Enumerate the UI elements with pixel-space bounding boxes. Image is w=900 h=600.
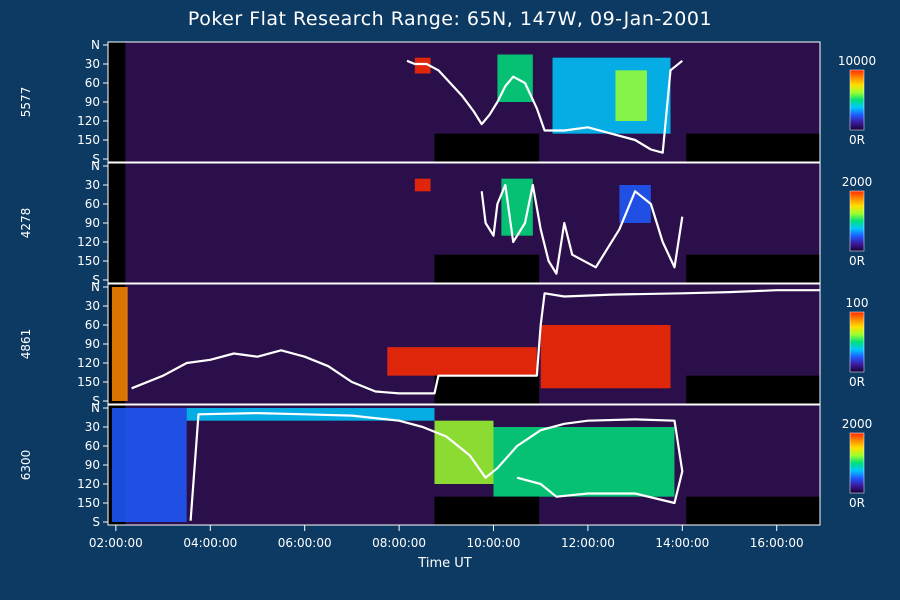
y-tick-label: 60 bbox=[85, 318, 100, 332]
emission-region bbox=[387, 347, 537, 376]
y-tick-label: 120 bbox=[77, 235, 100, 249]
y-tick-label: 60 bbox=[85, 76, 100, 90]
y-tick-label: 150 bbox=[77, 133, 100, 147]
no-data-block bbox=[434, 375, 540, 404]
y-tick-label: 30 bbox=[85, 178, 100, 192]
y-tick-label: 90 bbox=[85, 337, 100, 351]
emission-region bbox=[493, 427, 675, 497]
y-tick-label: 30 bbox=[85, 299, 100, 313]
colorbar-max-label: 2000 bbox=[842, 175, 873, 189]
emission-region bbox=[111, 408, 187, 522]
no-data-block bbox=[686, 133, 820, 162]
boundary-line bbox=[480, 183, 684, 275]
colorbar-max-label: 100 bbox=[846, 296, 869, 310]
no-data-block bbox=[686, 375, 820, 404]
data-gap bbox=[108, 163, 126, 283]
x-tick-label: 08:00:00 bbox=[372, 536, 426, 550]
x-axis-label: Time UT bbox=[418, 556, 472, 571]
emission-region bbox=[111, 287, 128, 401]
y-tick-label: 90 bbox=[85, 216, 100, 230]
colorbar bbox=[849, 432, 865, 494]
panel-4278: N 30 60 90 120 150 S 4278 2000 0R bbox=[19, 159, 872, 287]
x-tick-label: 12:00:00 bbox=[561, 536, 615, 550]
emission-region bbox=[414, 178, 431, 192]
y-tick-label: N bbox=[91, 401, 100, 415]
y-tick-label: 120 bbox=[77, 477, 100, 491]
x-tick-label: 10:00:00 bbox=[467, 536, 521, 550]
emission-region bbox=[552, 57, 671, 134]
panel-label: 4278 bbox=[19, 208, 33, 239]
y-tick-label: S bbox=[92, 394, 100, 408]
no-data-block bbox=[434, 254, 540, 283]
y-tick-label: 90 bbox=[85, 458, 100, 472]
colorbar-max-label: 2000 bbox=[842, 417, 873, 431]
y-tick-label: S bbox=[92, 273, 100, 287]
y-tick-label: 60 bbox=[85, 439, 100, 453]
page-title: Poker Flat Research Range: 65N, 147W, 09… bbox=[187, 8, 713, 30]
y-tick-label: 30 bbox=[85, 420, 100, 434]
panel-6300: N 30 60 90 120 150 S 6300 2000 0R bbox=[19, 401, 872, 529]
emission-region bbox=[615, 70, 647, 121]
y-tick-label: N bbox=[91, 38, 100, 52]
x-tick-label: 06:00:00 bbox=[278, 536, 332, 550]
panel-label: 5577 bbox=[19, 87, 33, 118]
colorbar-max-label: 10000 bbox=[838, 54, 876, 68]
panel-label: 4861 bbox=[19, 329, 33, 360]
boundary-line bbox=[131, 289, 820, 395]
x-tick-label: 14:00:00 bbox=[655, 536, 709, 550]
y-tick-label: 120 bbox=[77, 114, 100, 128]
emission-region bbox=[540, 325, 671, 389]
panel-label: 6300 bbox=[19, 450, 33, 481]
colorbar bbox=[849, 190, 865, 252]
colorbar-min-label: 0R bbox=[849, 254, 865, 268]
no-data-block bbox=[434, 133, 540, 162]
colorbar bbox=[849, 69, 865, 131]
no-data-block bbox=[434, 496, 540, 525]
colorbar bbox=[849, 311, 865, 373]
y-tick-label: S bbox=[92, 515, 100, 529]
boundary-line bbox=[406, 59, 683, 154]
y-tick-label: 60 bbox=[85, 197, 100, 211]
colorbar-min-label: 0R bbox=[849, 133, 865, 147]
x-tick-label: 04:00:00 bbox=[183, 536, 237, 550]
colorbar-min-label: 0R bbox=[849, 496, 865, 510]
emission-region bbox=[414, 57, 431, 74]
boundary-line bbox=[189, 412, 684, 521]
y-tick-label: N bbox=[91, 159, 100, 173]
y-tick-label: 150 bbox=[77, 254, 100, 268]
no-data-block bbox=[686, 496, 820, 525]
colorbar-min-label: 0R bbox=[849, 375, 865, 389]
y-tick-label: 30 bbox=[85, 57, 100, 71]
data-gap bbox=[108, 42, 126, 162]
no-data-block bbox=[686, 254, 820, 283]
y-tick-label: N bbox=[91, 280, 100, 294]
y-tick-label: 90 bbox=[85, 95, 100, 109]
panel-4861: N 30 60 90 120 150 S 4861 100 0R bbox=[19, 280, 868, 408]
y-tick-label: S bbox=[92, 152, 100, 166]
y-tick-label: 150 bbox=[77, 496, 100, 510]
panel-5577: N 30 60 90 120 150 S 5577 10000 0R bbox=[19, 38, 876, 166]
y-tick-label: 150 bbox=[77, 375, 100, 389]
x-tick-label: 16:00:00 bbox=[750, 536, 804, 550]
x-tick-label: 02:00:00 bbox=[89, 536, 143, 550]
y-tick-label: 120 bbox=[77, 356, 100, 370]
